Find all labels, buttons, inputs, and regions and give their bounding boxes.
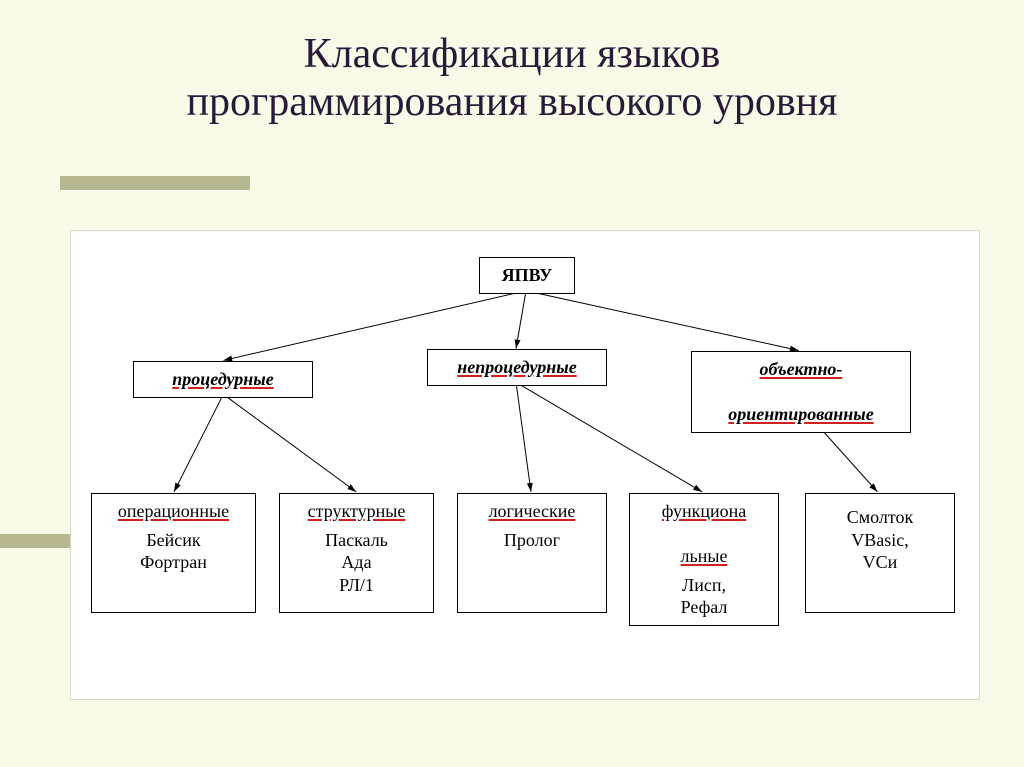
edge-root-nonproc <box>516 291 526 349</box>
title-line2: программирования высокого уровня <box>187 79 838 125</box>
accent-bar-top <box>60 176 250 190</box>
node-proc: процедурные <box>133 361 313 398</box>
node-nonproc: непроцедурные <box>427 349 607 386</box>
node-logic: логическиеПролог <box>457 493 607 613</box>
diagram-canvas: ЯПВУ процедурные непроцедурные объектно-ори… <box>70 230 980 700</box>
node-oo_ex: СмолтокVBasic,VСи <box>805 493 955 613</box>
slide-title: Классификации языков программирования вы… <box>0 30 1024 127</box>
node-oop: объектно-ориентированные <box>691 351 911 433</box>
edge-proc-oper <box>174 394 223 492</box>
connectors-svg <box>71 231 979 699</box>
edge-proc-struct <box>223 394 356 492</box>
edge-nonproc-logic <box>516 382 531 492</box>
edge-root-oop <box>526 291 799 351</box>
edge-nonproc-func <box>516 382 702 492</box>
node-struct: структурныеПаскальАдаРЛ/1 <box>279 493 434 613</box>
node-root: ЯПВУ <box>479 257 575 294</box>
title-line1: Классификации языков <box>304 31 721 77</box>
node-oper: операционныеБейсикФортран <box>91 493 256 613</box>
node-func: функциональныеЛисп,Рефал <box>629 493 779 626</box>
